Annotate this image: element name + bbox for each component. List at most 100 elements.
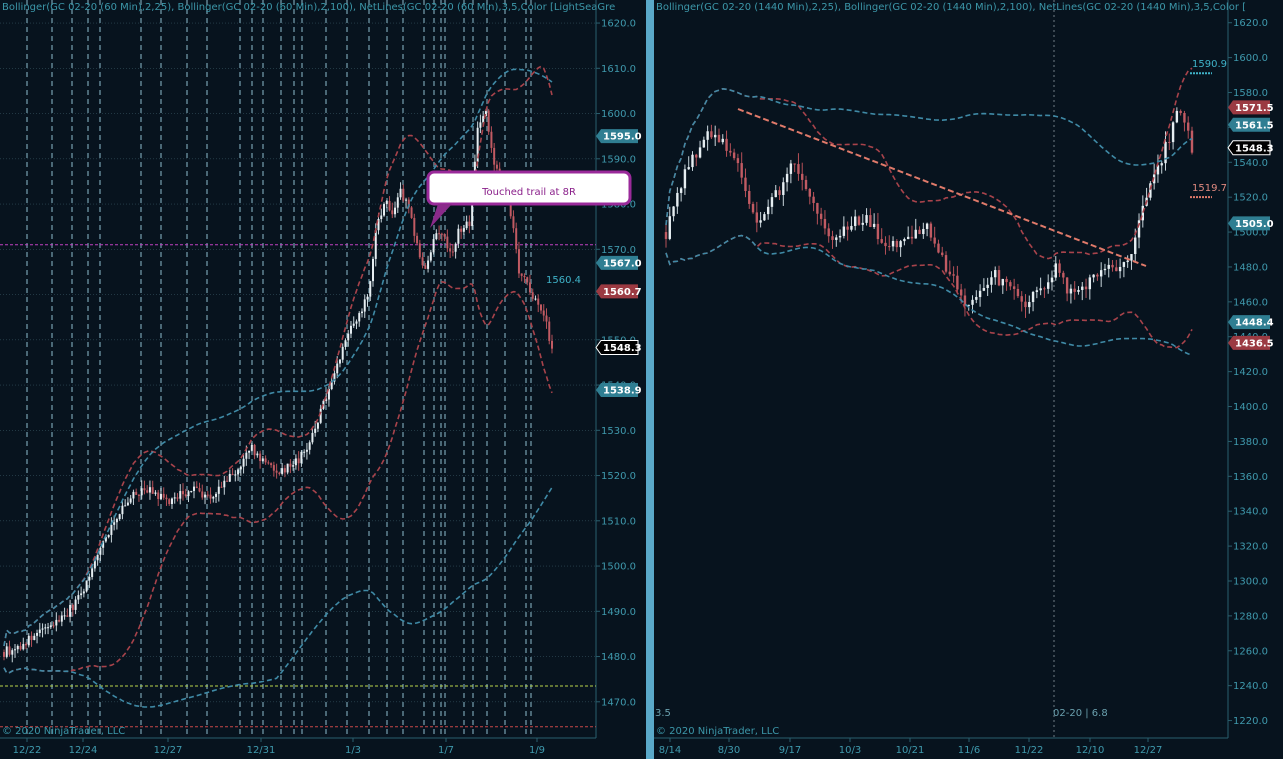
- candle-body: [121, 505, 124, 515]
- netline-label: 1560.4: [546, 275, 581, 286]
- candle-body: [132, 491, 135, 499]
- x-tick-label: 11/6: [958, 745, 980, 756]
- candle-body: [438, 233, 441, 235]
- candle-body: [399, 188, 402, 198]
- candle-body: [8, 646, 11, 655]
- candle-body: [394, 207, 397, 215]
- right-chart-header: Bollinger(GC 02-20 (1440 Min),2,25), Bol…: [656, 2, 1247, 13]
- candle-body: [1016, 288, 1020, 297]
- netline-label: 1590.9: [1192, 59, 1227, 70]
- candle-body: [683, 169, 687, 189]
- candle-body: [1035, 290, 1039, 292]
- candle-body: [187, 491, 190, 497]
- candle-body: [165, 497, 168, 500]
- candle-body: [679, 188, 683, 193]
- candle-body: [14, 649, 17, 651]
- price-tag: 1538.9: [596, 383, 642, 398]
- candle-body: [5, 646, 8, 657]
- candle-body: [1118, 266, 1122, 272]
- candle-body: [797, 164, 800, 174]
- candle-body: [129, 498, 132, 503]
- candle-body: [104, 537, 107, 542]
- candle-body: [744, 177, 747, 191]
- candle-body: [548, 321, 551, 341]
- candle-body: [1171, 122, 1175, 143]
- annotation-callout: Touched trail at 8R: [426, 170, 632, 228]
- candle-body: [231, 473, 234, 475]
- candle-body: [118, 514, 121, 520]
- x-tick-label: 12/10: [1076, 745, 1105, 756]
- candle-body: [526, 277, 529, 283]
- candle-body: [278, 472, 281, 474]
- candle-body: [759, 220, 762, 223]
- candle-body: [93, 560, 96, 569]
- price-tag-bg: [595, 339, 639, 355]
- candle-body: [58, 619, 61, 622]
- candle-body: [1077, 289, 1080, 292]
- panel-divider[interactable]: [646, 0, 654, 759]
- candle-body: [22, 644, 25, 650]
- candle-body: [994, 270, 997, 278]
- candle-body: [363, 299, 366, 312]
- candle-body: [289, 463, 292, 467]
- candle-body: [148, 487, 151, 493]
- candle-body: [226, 480, 229, 482]
- candle-body: [664, 232, 668, 239]
- candle-body: [113, 522, 116, 525]
- candle-body: [349, 325, 352, 334]
- price-tag-bg: [1228, 117, 1270, 132]
- price-tag: 1560.7: [596, 284, 642, 299]
- candle-body: [446, 236, 449, 249]
- y-tick-label: 1590.0: [601, 154, 636, 165]
- candle-body: [159, 493, 162, 499]
- candle-body: [823, 218, 827, 229]
- candle-body: [311, 432, 314, 443]
- y-tick-label: 1480.0: [1233, 262, 1268, 273]
- candle-body: [929, 223, 933, 238]
- candle-body: [861, 222, 864, 225]
- candle-body: [413, 217, 416, 236]
- candle-body: [220, 486, 223, 488]
- candle-body: [369, 281, 372, 297]
- candle-body: [327, 389, 330, 400]
- candle-body: [520, 273, 523, 276]
- candle-body: [44, 627, 47, 629]
- candle-body: [1126, 260, 1129, 263]
- candle-body: [454, 243, 457, 252]
- candle-body: [899, 241, 902, 248]
- candle-body: [717, 134, 721, 143]
- candle-body: [732, 152, 736, 159]
- candle-body: [1190, 130, 1194, 153]
- candle-body: [259, 453, 262, 461]
- left-chart-panel[interactable]: 1470.0 1480.0 1490.0 1500.0 1510.0 1520.0 1530…: [0, 0, 646, 759]
- candle-body: [910, 236, 914, 239]
- candle-body: [228, 473, 231, 482]
- left-chart-canvas[interactable]: 1470.0 1480.0 1490.0 1500.0 1510.0 1520.0 1530…: [0, 0, 646, 759]
- price-tag: 1505.0: [1228, 216, 1274, 231]
- candle-body: [209, 494, 212, 499]
- candle-body: [391, 210, 394, 215]
- candle-body: [316, 422, 319, 429]
- candle-body: [523, 275, 526, 278]
- candle-body: [407, 199, 410, 208]
- candle-body: [168, 499, 171, 505]
- bollinger-25-upper-band: [665, 67, 1193, 260]
- candle-body: [515, 228, 518, 250]
- candle-body: [154, 492, 157, 494]
- candle-body: [33, 635, 36, 640]
- candle-body: [1130, 254, 1133, 261]
- candle-body: [443, 234, 446, 237]
- y-tick-label: 1260.0: [1233, 646, 1268, 657]
- candle-body: [396, 197, 399, 208]
- candle-body: [944, 255, 948, 272]
- candle-body: [528, 282, 531, 293]
- right-chart-canvas[interactable]: 1220.0 1240.0 1260.0 1280.0 1300.0 1320.0 1340…: [654, 0, 1283, 759]
- candle-body: [838, 235, 842, 238]
- price-tag-bg: [1228, 315, 1270, 330]
- candle-body: [1084, 286, 1088, 290]
- right-chart-panel[interactable]: 1220.0 1240.0 1260.0 1280.0 1300.0 1320.0 1340…: [654, 0, 1283, 759]
- candle-body: [71, 604, 74, 610]
- candle-body: [948, 271, 952, 275]
- candle-body: [206, 494, 209, 496]
- candle-body: [1168, 141, 1171, 143]
